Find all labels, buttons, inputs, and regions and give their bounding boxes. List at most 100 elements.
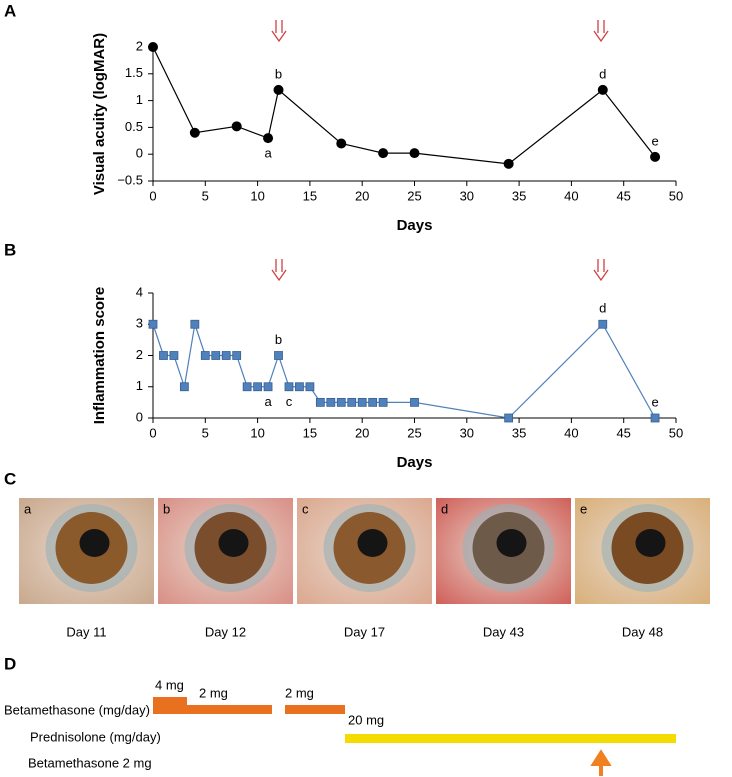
marker xyxy=(357,397,367,407)
marker xyxy=(273,84,284,95)
x-tick-label: 20 xyxy=(355,425,369,440)
x-tick-label: 40 xyxy=(564,425,578,440)
photo-strip: a Day 11 b Day 12 c Day 17 d Day 43 e Day 48 xyxy=(19,498,710,639)
marker xyxy=(315,397,325,407)
panel-label: B xyxy=(4,240,16,259)
point-label: b xyxy=(275,66,282,81)
marker xyxy=(347,397,357,407)
dose-label: 4 mg xyxy=(155,677,184,692)
x-tick-label: 0 xyxy=(149,425,156,440)
x-tick-label: 10 xyxy=(250,188,264,203)
x-tick-label: 35 xyxy=(512,425,526,440)
marker xyxy=(503,158,514,169)
marker xyxy=(148,42,158,52)
marker xyxy=(305,382,315,392)
marker xyxy=(200,351,210,360)
marker xyxy=(295,382,304,392)
marker xyxy=(274,351,283,360)
x-tick-label: 0 xyxy=(149,188,156,203)
x-tick-label: 20 xyxy=(355,188,369,203)
y-tick-label: 0.5 xyxy=(125,119,143,134)
y-axis-title: Visual acuity (logMAR) xyxy=(91,33,108,195)
marker xyxy=(336,138,347,149)
marker xyxy=(504,413,514,423)
x-axis-title: Days xyxy=(397,217,433,234)
photo-letter: a xyxy=(24,501,32,516)
marker xyxy=(232,351,242,360)
marker xyxy=(179,382,189,392)
point-label: c xyxy=(286,394,293,409)
marker xyxy=(410,397,419,407)
y-tick-label: 0 xyxy=(136,146,143,161)
photo-letter: e xyxy=(580,501,587,516)
y-tick-label: 0 xyxy=(136,409,143,424)
point-label: e xyxy=(651,394,658,409)
x-tick-label: 25 xyxy=(407,425,421,440)
x-tick-label: 5 xyxy=(202,188,209,203)
point-label: e xyxy=(651,133,658,148)
photo-caption: Day 11 xyxy=(66,624,106,639)
y-axis-title: Inflammation score xyxy=(91,287,108,425)
panel-label: D xyxy=(4,654,16,673)
marker xyxy=(368,397,378,407)
marker xyxy=(231,121,242,132)
x-tick-label: 30 xyxy=(460,425,474,440)
point-label: b xyxy=(275,332,282,347)
photo-caption: Day 17 xyxy=(344,624,385,639)
x-tick-label: 5 xyxy=(202,425,209,440)
marker xyxy=(221,351,231,360)
x-tick-label: 30 xyxy=(460,188,474,203)
dose-label: 2 mg xyxy=(199,685,228,700)
y-tick-label: 3 xyxy=(136,316,143,331)
point-label: d xyxy=(599,301,606,316)
point-label: d xyxy=(599,66,606,81)
marker xyxy=(148,319,158,329)
y-tick-label: −0.5 xyxy=(117,172,143,187)
x-axis-title: Days xyxy=(397,454,433,471)
marker xyxy=(253,382,263,392)
marker xyxy=(598,319,608,329)
x-tick-label: 35 xyxy=(512,188,526,203)
data-line xyxy=(152,323,656,419)
x-tick-label: 10 xyxy=(250,425,264,440)
treatment-row: Prednisolone (mg/day) xyxy=(30,729,161,744)
photo-letter: c xyxy=(302,501,309,516)
pupil xyxy=(79,529,110,557)
arrows xyxy=(271,20,609,282)
marker xyxy=(263,133,274,144)
x-tick-label: 15 xyxy=(303,425,317,440)
x-tick-label: 15 xyxy=(303,188,317,203)
y-tick-label: 2 xyxy=(136,347,143,362)
data-line xyxy=(152,46,656,165)
marker xyxy=(189,127,200,138)
y-tick-label: 1.5 xyxy=(125,65,143,80)
dose-label: 2 mg xyxy=(285,685,314,700)
point-label: a xyxy=(264,394,272,409)
marker xyxy=(650,413,660,423)
x-tick-label: 45 xyxy=(616,425,630,440)
photo-caption: Day 48 xyxy=(622,624,663,639)
x-tick-label: 25 xyxy=(407,188,421,203)
marker xyxy=(378,148,389,159)
marker xyxy=(650,151,661,162)
pupil xyxy=(218,529,249,557)
x-tick-label: 45 xyxy=(616,188,630,203)
marker xyxy=(326,397,336,407)
y-tick-label: 1 xyxy=(136,92,143,107)
x-tick-label: 40 xyxy=(564,188,578,203)
treatment-row: Betamethasone 2 mg xyxy=(28,755,152,770)
pupil xyxy=(635,529,666,557)
point-label: a xyxy=(264,146,272,161)
y-tick-label: 1 xyxy=(136,378,143,393)
pupil xyxy=(357,529,388,557)
photo-letter: d xyxy=(441,501,448,516)
photo-caption: Day 12 xyxy=(205,624,246,639)
marker xyxy=(169,351,179,360)
photo-caption: Day 43 xyxy=(483,624,524,639)
marker xyxy=(242,382,252,392)
y-tick-label: 2 xyxy=(136,38,143,53)
marker xyxy=(190,319,200,329)
x-tick-label: 50 xyxy=(669,188,683,203)
marker xyxy=(336,397,346,407)
